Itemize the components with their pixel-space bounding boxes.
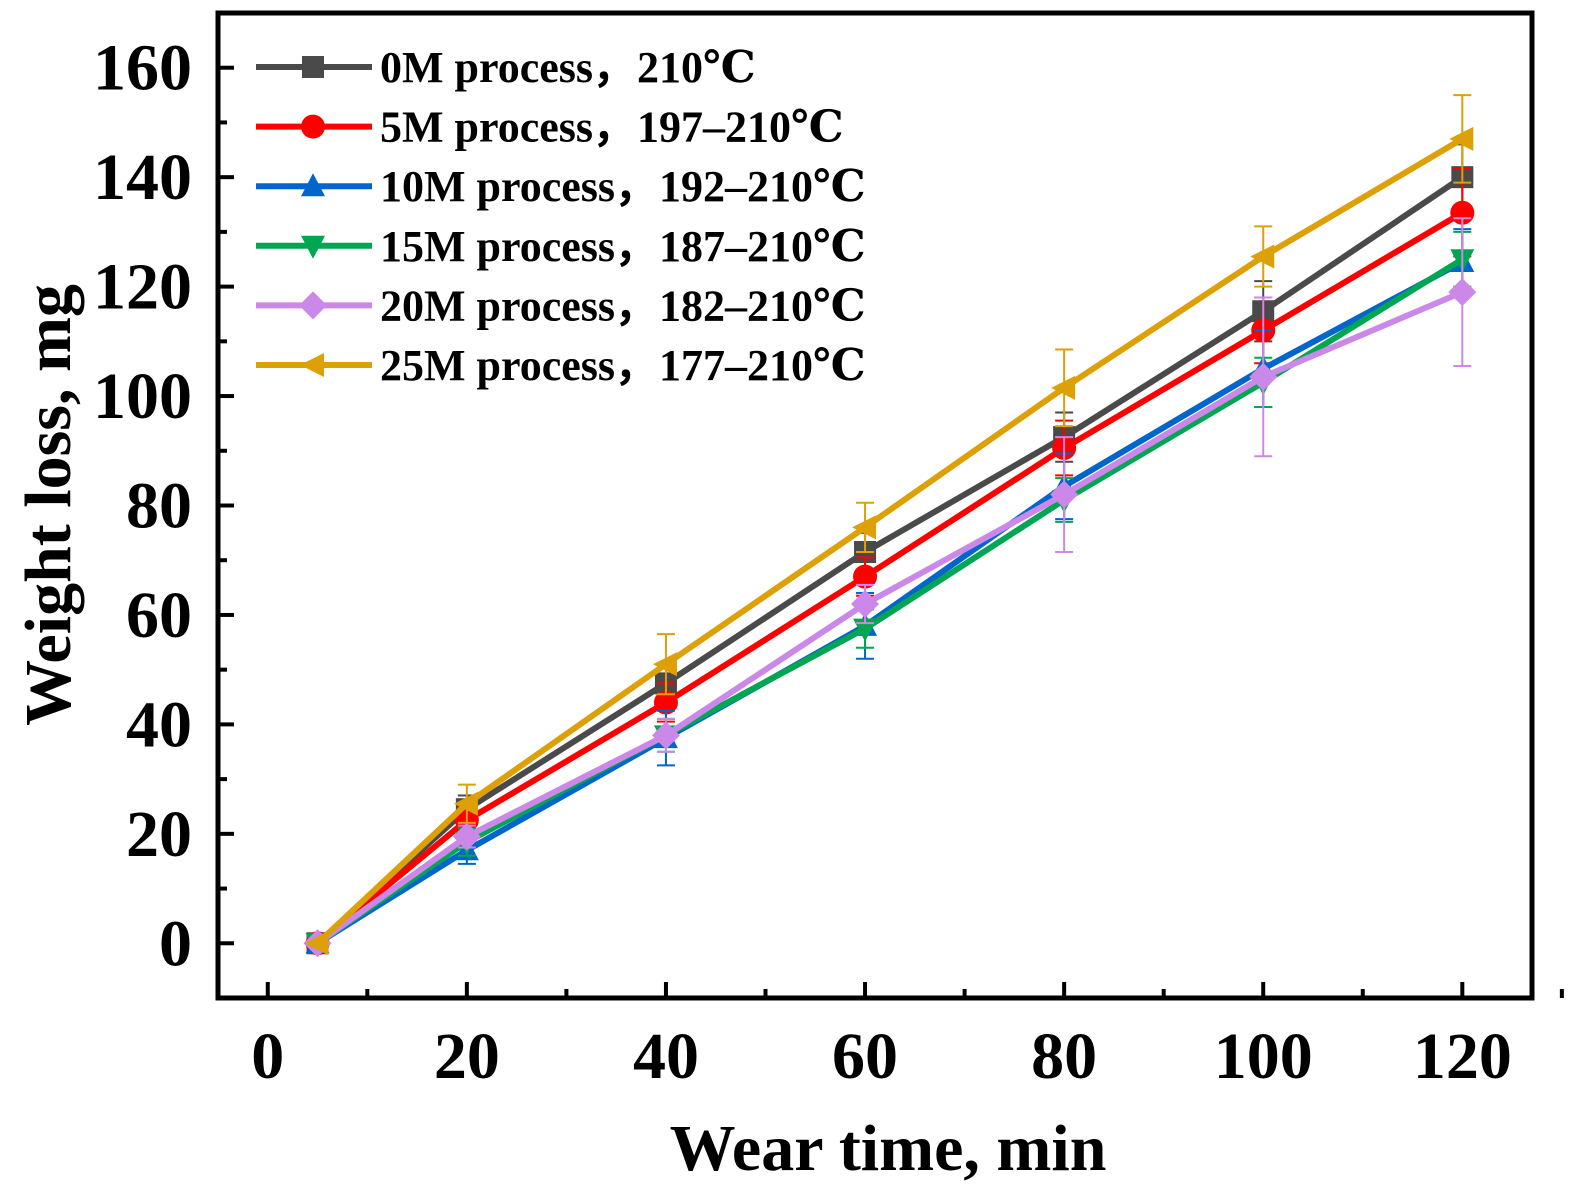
data-point (851, 590, 880, 618)
data-point (653, 690, 678, 715)
y-tick-label: 80 (126, 470, 192, 543)
x-axis-title: Wear time, min (670, 1112, 1107, 1185)
y-tick-label: 20 (126, 798, 192, 871)
y-tick-label: 100 (93, 360, 192, 433)
x-tick-label: 100 (1214, 1020, 1313, 1093)
legend-label: 0M process，210℃ (380, 43, 756, 92)
x-tick-label: 40 (633, 1020, 699, 1093)
x-axis-tick-labels: 0 20 40 60 80 100 120 (251, 1020, 1512, 1093)
legend-item-0: 0M process，210℃ (256, 43, 756, 92)
data-point (853, 618, 878, 642)
x-tick-label: 60 (832, 1020, 898, 1093)
legend-item-4: 20M process，182–210℃ (256, 281, 866, 330)
y-tick-label: 0 (159, 907, 192, 980)
legend-marker (301, 173, 325, 197)
legend: 0M process，210℃ 5M process，197–210℃ 10M pr… (256, 43, 866, 390)
data-point (1250, 244, 1275, 269)
data-point (304, 931, 329, 956)
data-point (1448, 278, 1477, 307)
legend-label: 20M process，182–210℃ (380, 281, 866, 330)
y-axis-title: Weight loss, mg (12, 284, 85, 726)
y-axis-tick-labels: 0 20 40 60 80 100 120 140 160 (93, 32, 192, 981)
legend-item-1: 5M process，197–210℃ (256, 103, 844, 152)
x-tick-label: 20 (434, 1020, 500, 1093)
plot-frame (215, 10, 1535, 1001)
legend-label: 15M process，187–210℃ (380, 222, 866, 271)
legend-item-5: 25M process，177–210℃ (256, 341, 866, 390)
legend-item-3: 15M process，187–210℃ (256, 222, 866, 271)
legend-marker (301, 114, 325, 139)
y-tick-label: 60 (126, 579, 192, 652)
data-point (453, 791, 478, 816)
legend-label: 5M process，197–210℃ (380, 103, 844, 152)
legend-marker (301, 235, 325, 259)
y-tick-label: 160 (93, 32, 192, 105)
series-5 (304, 94, 1474, 956)
data-point (853, 564, 878, 589)
data-point (452, 822, 481, 851)
y-tick-label: 40 (126, 688, 192, 761)
data-point (1050, 480, 1079, 509)
legend-marker (302, 56, 324, 78)
data-point (652, 652, 677, 677)
data-point (1249, 362, 1278, 391)
y-tick-label: 120 (93, 251, 192, 324)
legend-item-2: 10M process，192–210℃ (256, 162, 866, 211)
data-point (1449, 126, 1474, 151)
x-tick-label: 120 (1413, 1020, 1512, 1093)
x-tick-label: 0 (251, 1020, 284, 1093)
y-tick-label: 140 (93, 141, 192, 214)
data-point (852, 515, 877, 540)
legend-label: 25M process，177–210℃ (380, 341, 866, 390)
data-point (651, 721, 680, 750)
legend-label: 10M process，192–210℃ (380, 162, 866, 211)
x-tick-label: 80 (1031, 1020, 1097, 1093)
data-point (1051, 375, 1076, 400)
series-4 (303, 217, 1477, 958)
legend-marker (299, 291, 327, 320)
legend-marker (300, 353, 324, 377)
series-layer (303, 94, 1477, 958)
